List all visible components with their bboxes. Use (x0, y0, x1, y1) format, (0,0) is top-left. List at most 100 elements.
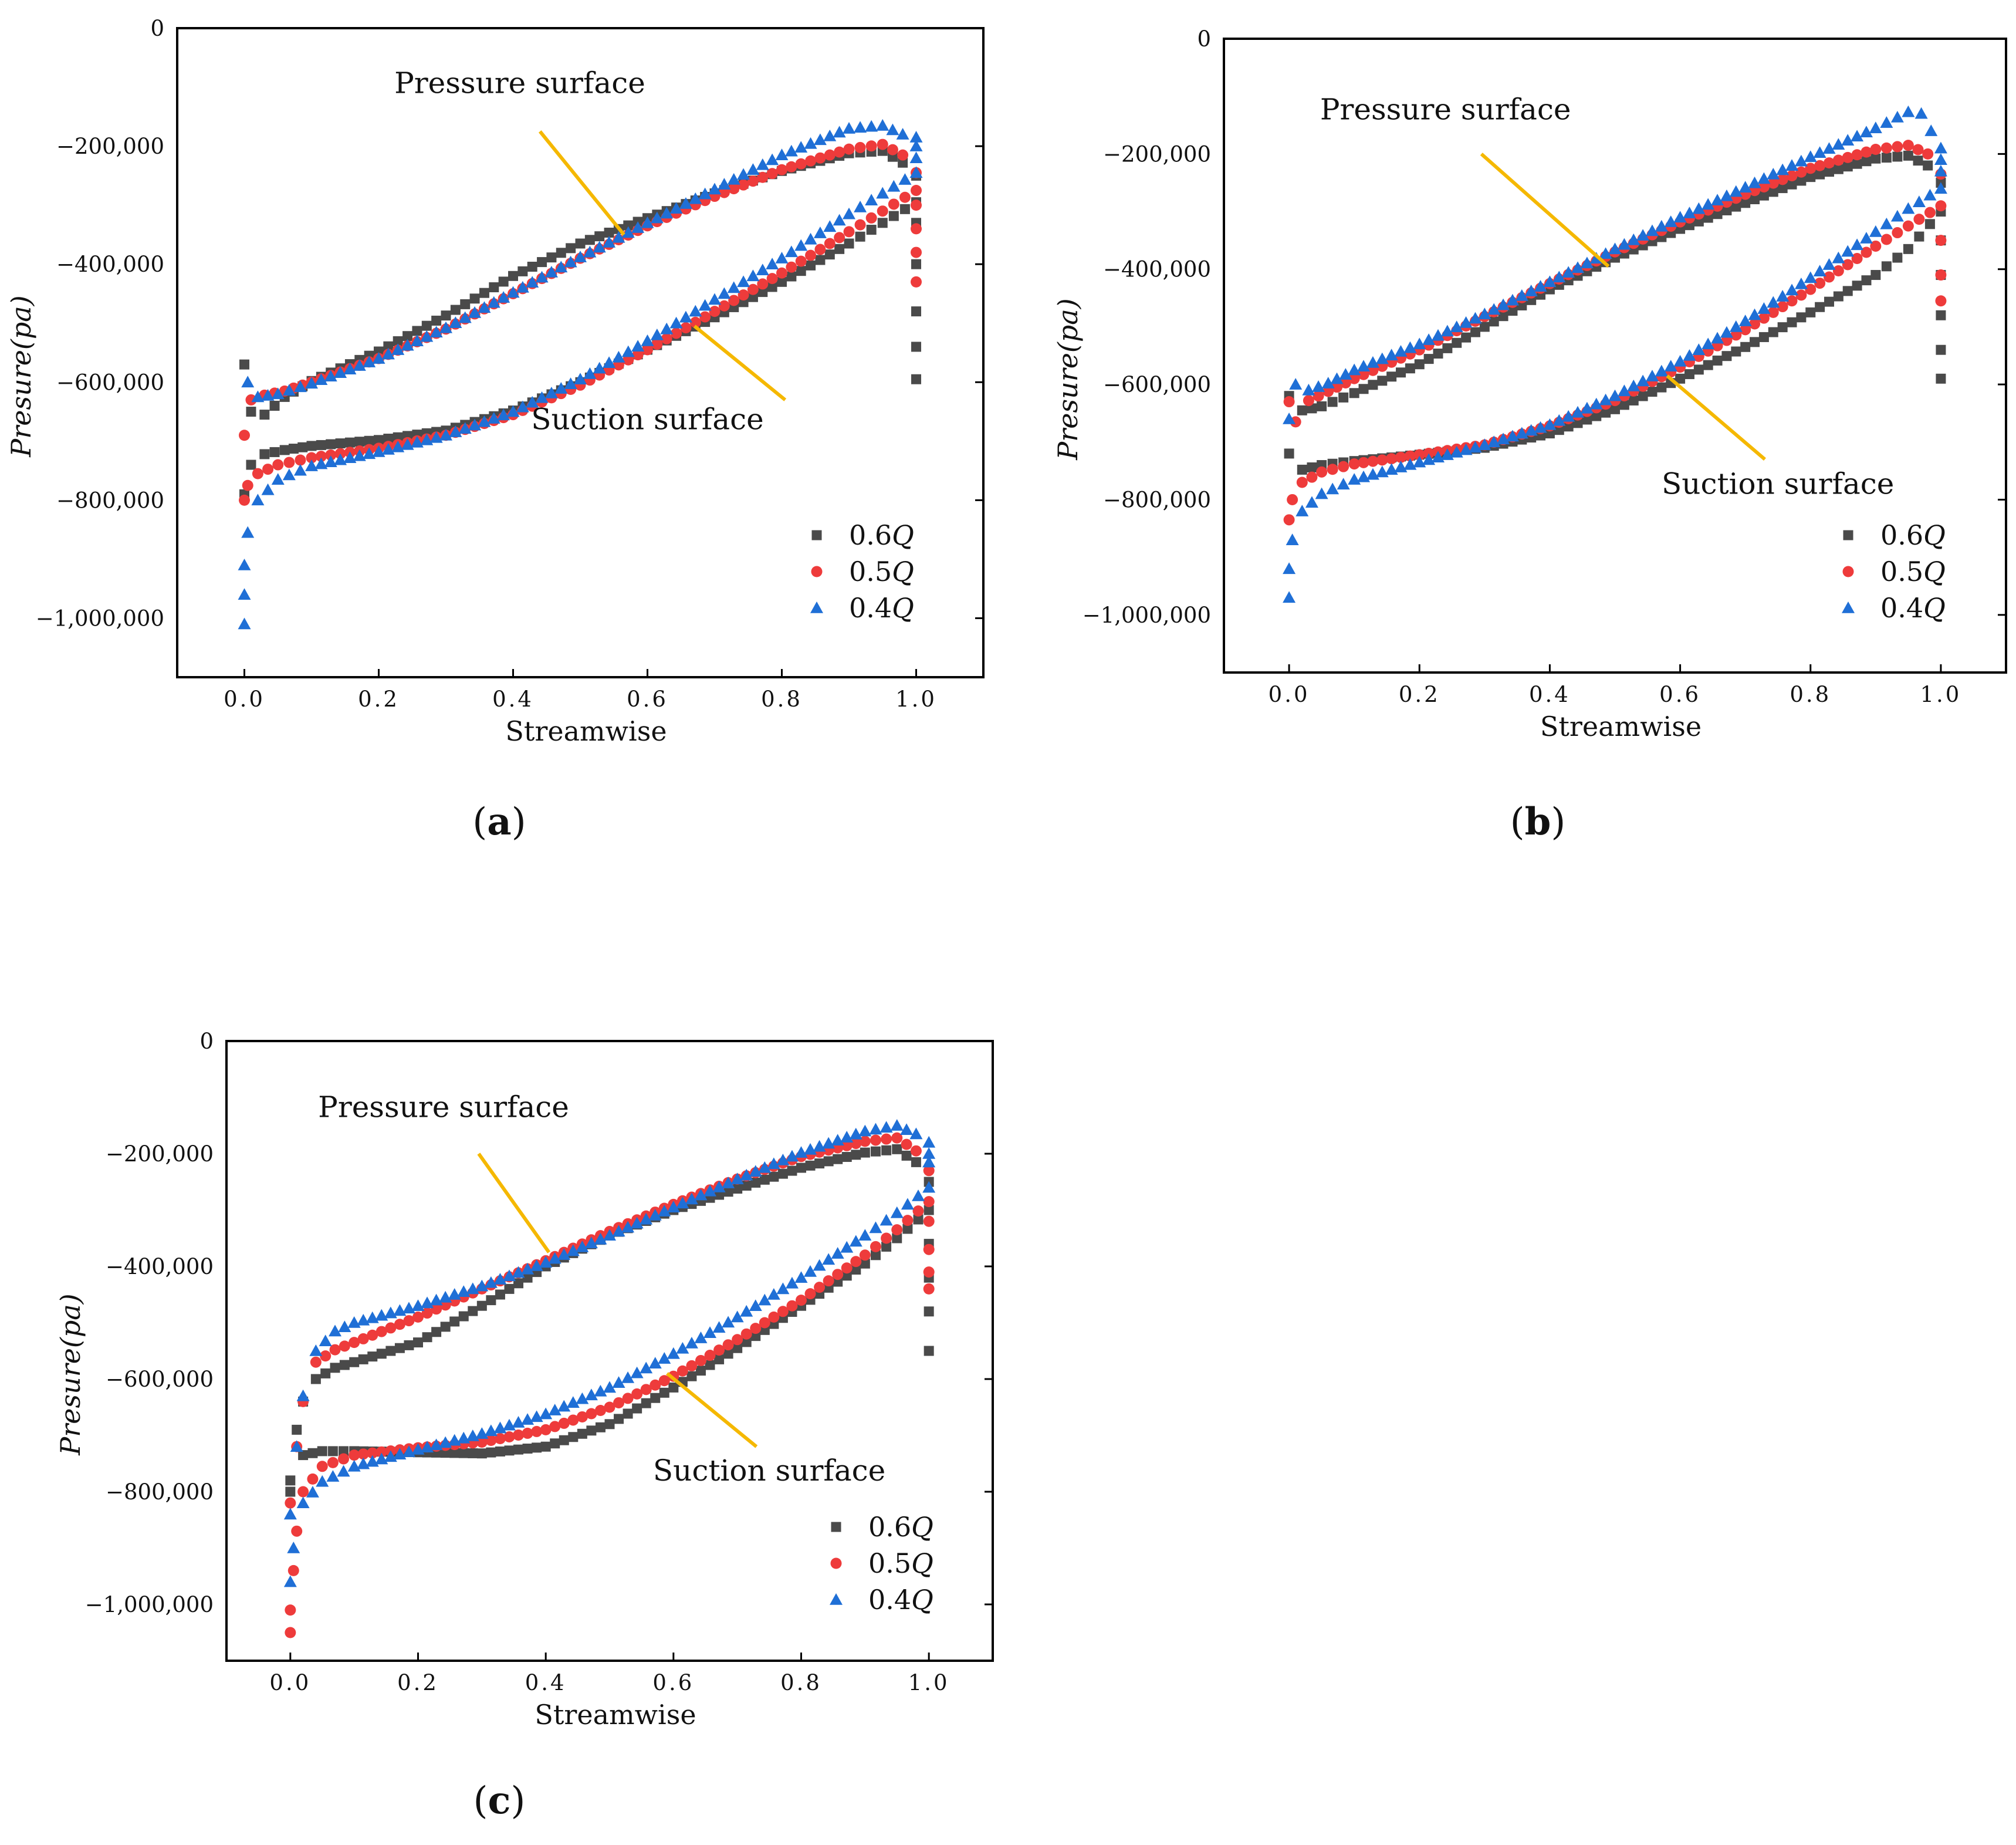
pressure-point (784, 144, 798, 157)
suction-point (913, 1214, 924, 1225)
pressure-point (338, 1320, 351, 1332)
pressure-point (1543, 275, 1557, 288)
suction-point (669, 316, 683, 329)
pressure-point (353, 359, 366, 371)
suction-point (631, 340, 645, 352)
pressure-point (320, 1368, 331, 1378)
pressure-point (732, 1184, 743, 1194)
pressure-point (1357, 360, 1371, 372)
pressure-point (410, 334, 424, 346)
panel-label-c: (c) (473, 1779, 526, 1823)
x-tick-0.2-a: 0.2 (358, 669, 397, 712)
x-tick-0.6-c: 0.6 (652, 1653, 692, 1695)
pressure-point (449, 1316, 460, 1327)
pressure-point (841, 1140, 853, 1151)
pressure-point (441, 310, 451, 321)
pressure-point (421, 1307, 433, 1319)
pressure-point (769, 1171, 779, 1182)
suction-point (1316, 466, 1328, 478)
pressure-point (458, 1311, 469, 1322)
y-tick-minus-1000000-c: −1,000,000 (85, 1592, 993, 1617)
pressure-point (1368, 380, 1378, 390)
suction-point (1656, 382, 1667, 393)
suction-point (449, 1448, 460, 1458)
svg-text:−600,000: −600,000 (1103, 372, 1211, 397)
suction-point (723, 1349, 733, 1359)
pressure-point (440, 1322, 451, 1332)
pressure-surface-label-b: Pressure surface (1320, 92, 1571, 126)
pressure-point (305, 377, 318, 389)
suction-point (869, 1221, 882, 1234)
pressure-point (339, 1340, 350, 1352)
suction-point (1315, 487, 1328, 499)
suction-point (532, 1442, 542, 1453)
suction-point (650, 328, 664, 340)
suction-point (849, 1235, 862, 1247)
suction-point (540, 1441, 551, 1452)
suction-point (1711, 332, 1724, 344)
suction-point (586, 1408, 597, 1420)
suction-point (922, 1181, 936, 1193)
pressure-point (1923, 160, 1933, 171)
pressure-point (1748, 176, 1761, 188)
suction-point (1552, 414, 1566, 426)
suction-point (238, 588, 251, 600)
pressure-point (900, 1123, 914, 1135)
svg-text:0.0: 0.0 (269, 1670, 311, 1695)
pressure-point (497, 291, 510, 303)
suction-point (860, 1258, 870, 1269)
suction-point (1794, 277, 1808, 289)
suction-point (732, 1334, 743, 1346)
suction-point (548, 1404, 561, 1415)
suction-point (316, 1475, 329, 1487)
suction-point (641, 1398, 651, 1408)
pressure-point (1327, 397, 1338, 407)
pressure-point (886, 123, 899, 136)
pressure-point (412, 326, 422, 336)
pressure-point (1497, 298, 1510, 310)
suction-point (604, 1419, 615, 1430)
suction-point (648, 1357, 662, 1369)
pressure-point (658, 1205, 671, 1217)
suction-point (1683, 349, 1696, 361)
pressure-point (391, 343, 405, 355)
pressure-point (850, 1138, 862, 1150)
suction-point (747, 283, 759, 295)
pressure-point (910, 1145, 922, 1157)
suction-point (1385, 463, 1398, 475)
pressure-surface-pointer-line-b (1480, 153, 1610, 268)
suction-surface-label-c: Suction surface (653, 1454, 885, 1488)
x-tick-0.6-b: 0.6 (1659, 664, 1699, 707)
suction-point (1859, 232, 1873, 244)
suction-point (337, 1465, 350, 1477)
pressure-point (521, 1262, 535, 1275)
pressure-point (1552, 271, 1566, 283)
suction-point (650, 1393, 661, 1403)
suction-point (269, 447, 280, 457)
pressure-point (860, 1147, 870, 1158)
suction-point (689, 305, 702, 317)
suction-point (478, 415, 491, 427)
x-ticks-a: 0.0 0.2 0.4 0.6 0.8 1.0 (224, 669, 935, 712)
pressure-point (1348, 363, 1361, 376)
suction-point (804, 1288, 816, 1300)
pressure-point (1348, 373, 1360, 384)
suction-point (347, 1459, 361, 1472)
pressure-point (513, 1278, 524, 1289)
svg-text:0.8: 0.8 (1790, 682, 1831, 707)
suction-point (823, 220, 837, 232)
legend-marker-triangle-b (1842, 602, 1855, 613)
pressure-point (1851, 130, 1864, 142)
pressure-point (1912, 144, 1924, 156)
pressure-point (363, 356, 376, 367)
suction-point (1655, 364, 1668, 377)
suction-point (1608, 389, 1622, 401)
suction-point (298, 1450, 309, 1461)
y-tick-minus-600000-b: −600,000 (1103, 372, 2006, 397)
pressure-point (516, 281, 529, 293)
suction-point (732, 1343, 743, 1353)
pressure-point (718, 178, 731, 190)
pressure-point (498, 276, 509, 287)
pressure-point (1757, 172, 1771, 184)
pressure-point (694, 1188, 708, 1201)
